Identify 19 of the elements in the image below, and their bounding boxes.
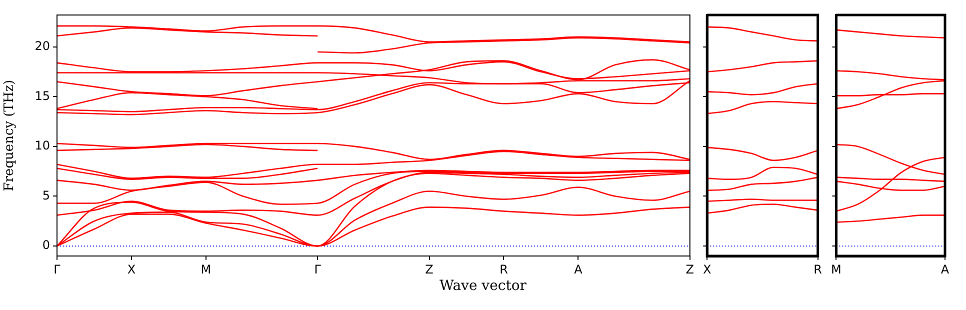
x-tick-label: Z — [425, 262, 434, 276]
x-tick-label: M — [830, 262, 842, 276]
y-axis-title: Frequency (THz) — [2, 80, 18, 192]
x-tick-label: A — [574, 262, 584, 276]
x-axis-title: Wave vector — [438, 278, 528, 294]
y-tick-label: 10 — [34, 138, 50, 153]
y-tick-label: 5 — [42, 188, 50, 202]
x-tick-label: R — [500, 262, 508, 276]
y-tick-label: 20 — [34, 38, 50, 53]
y-tick-label: 0 — [42, 238, 50, 252]
y-tick-label: 15 — [34, 88, 50, 103]
x-tick-label: A — [940, 262, 950, 276]
x-tick-label: X — [702, 262, 712, 276]
x-tick-label: R — [814, 262, 822, 276]
x-tick-label: M — [200, 262, 212, 276]
x-tick-label: Z — [686, 262, 694, 276]
x-tick-label: Γ — [314, 262, 322, 276]
x-tick-label: X — [127, 262, 136, 276]
x-tick-label: Γ — [54, 262, 61, 276]
